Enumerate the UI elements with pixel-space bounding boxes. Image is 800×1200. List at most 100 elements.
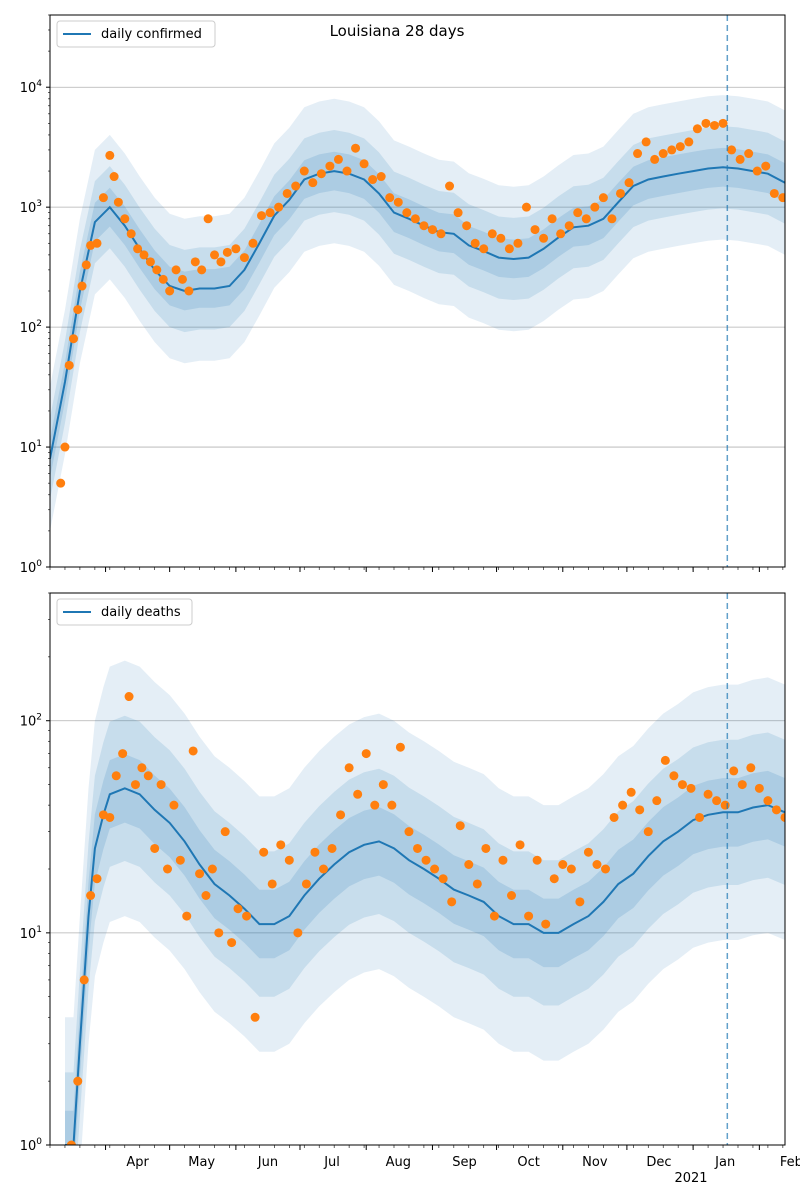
data-point <box>336 810 346 820</box>
data-point <box>521 202 531 212</box>
data-point <box>660 755 670 765</box>
data-point <box>737 780 747 790</box>
data-point <box>635 805 645 815</box>
deaths-y-ticks: 100 101 102 <box>20 592 50 1154</box>
data-point <box>427 225 437 235</box>
data-point <box>163 864 173 874</box>
data-point <box>207 864 217 874</box>
data-point <box>575 897 585 907</box>
y-tick-label: 102 <box>20 319 42 336</box>
confirmed-legend: daily confirmed <box>56 20 216 48</box>
data-point <box>402 208 412 218</box>
data-point <box>156 780 166 790</box>
uncertainty-band <box>65 715 785 1145</box>
data-point <box>86 891 96 901</box>
data-point <box>184 286 194 296</box>
data-point <box>195 869 205 879</box>
data-point <box>113 197 123 207</box>
data-point <box>583 847 593 857</box>
data-point <box>507 891 517 901</box>
data-point <box>718 118 728 128</box>
data-point <box>496 233 506 243</box>
deaths-x-ticks: Apr May Jun Jul Aug Sep Oct Nov Dec Jan Feb <box>49 1145 800 1170</box>
data-point <box>124 692 134 702</box>
data-point <box>284 855 294 865</box>
data-point <box>92 238 102 248</box>
data-point <box>56 478 66 488</box>
deaths-line <box>65 787 785 1145</box>
data-point <box>395 742 405 752</box>
deaths-legend-label: daily deaths <box>101 605 181 620</box>
data-point <box>118 749 128 759</box>
data-point <box>590 202 600 212</box>
data-point <box>658 149 668 159</box>
x-tick-label: Oct <box>517 1155 539 1170</box>
data-point <box>581 214 591 224</box>
deaths-points <box>66 692 785 1145</box>
data-point <box>152 265 162 275</box>
confirmed-x-ticks <box>49 567 784 572</box>
data-point <box>259 847 269 857</box>
data-point <box>310 847 320 857</box>
deaths-gridlines <box>50 720 785 934</box>
data-point <box>695 812 705 822</box>
data-point <box>133 244 143 254</box>
data-point <box>421 855 431 865</box>
confirmed-points <box>56 118 785 488</box>
data-point <box>464 860 474 870</box>
x-tick-label: Aug <box>386 1155 411 1170</box>
data-point <box>436 229 446 239</box>
data-point <box>453 208 463 218</box>
data-point <box>361 749 371 759</box>
deaths-bands <box>65 660 785 1145</box>
x-tick-label: Jan <box>714 1155 735 1170</box>
data-point <box>177 274 187 284</box>
data-point <box>504 244 514 254</box>
data-point <box>692 124 702 134</box>
data-point <box>686 783 696 793</box>
data-point <box>455 821 465 831</box>
data-point <box>227 938 237 948</box>
data-point <box>607 214 617 224</box>
x-tick-label: Apr <box>126 1155 149 1170</box>
data-point <box>274 202 284 212</box>
year-label: 2021 <box>674 1171 707 1186</box>
data-point <box>353 789 363 799</box>
data-point <box>276 840 286 850</box>
data-point <box>547 214 557 224</box>
data-point <box>566 864 576 874</box>
data-point <box>165 286 175 296</box>
data-point <box>479 244 489 254</box>
data-point <box>316 169 326 179</box>
data-point <box>73 1076 83 1086</box>
data-point <box>126 229 136 239</box>
uncertainty-band <box>65 660 785 1145</box>
x-tick-label: Feb <box>780 1155 800 1170</box>
data-point <box>282 188 292 198</box>
data-point <box>66 1140 76 1145</box>
data-point <box>171 265 181 275</box>
data-point <box>210 250 220 260</box>
data-point <box>549 874 559 884</box>
data-point <box>291 181 301 191</box>
data-point <box>73 305 83 315</box>
data-point <box>158 274 168 284</box>
data-point <box>216 257 226 267</box>
x-tick-label: Sep <box>452 1155 477 1170</box>
data-point <box>650 154 660 164</box>
data-point <box>203 214 213 224</box>
data-point <box>472 879 482 889</box>
data-point <box>684 137 694 147</box>
data-point <box>652 796 662 806</box>
data-point <box>609 812 619 822</box>
data-point <box>513 238 523 248</box>
data-point <box>539 233 549 243</box>
data-point <box>325 161 335 171</box>
confirmed-plot-area <box>50 15 785 567</box>
data-point <box>376 172 386 182</box>
data-point <box>214 928 224 938</box>
data-point <box>143 771 153 781</box>
data-point <box>64 360 74 370</box>
data-point <box>556 229 566 239</box>
